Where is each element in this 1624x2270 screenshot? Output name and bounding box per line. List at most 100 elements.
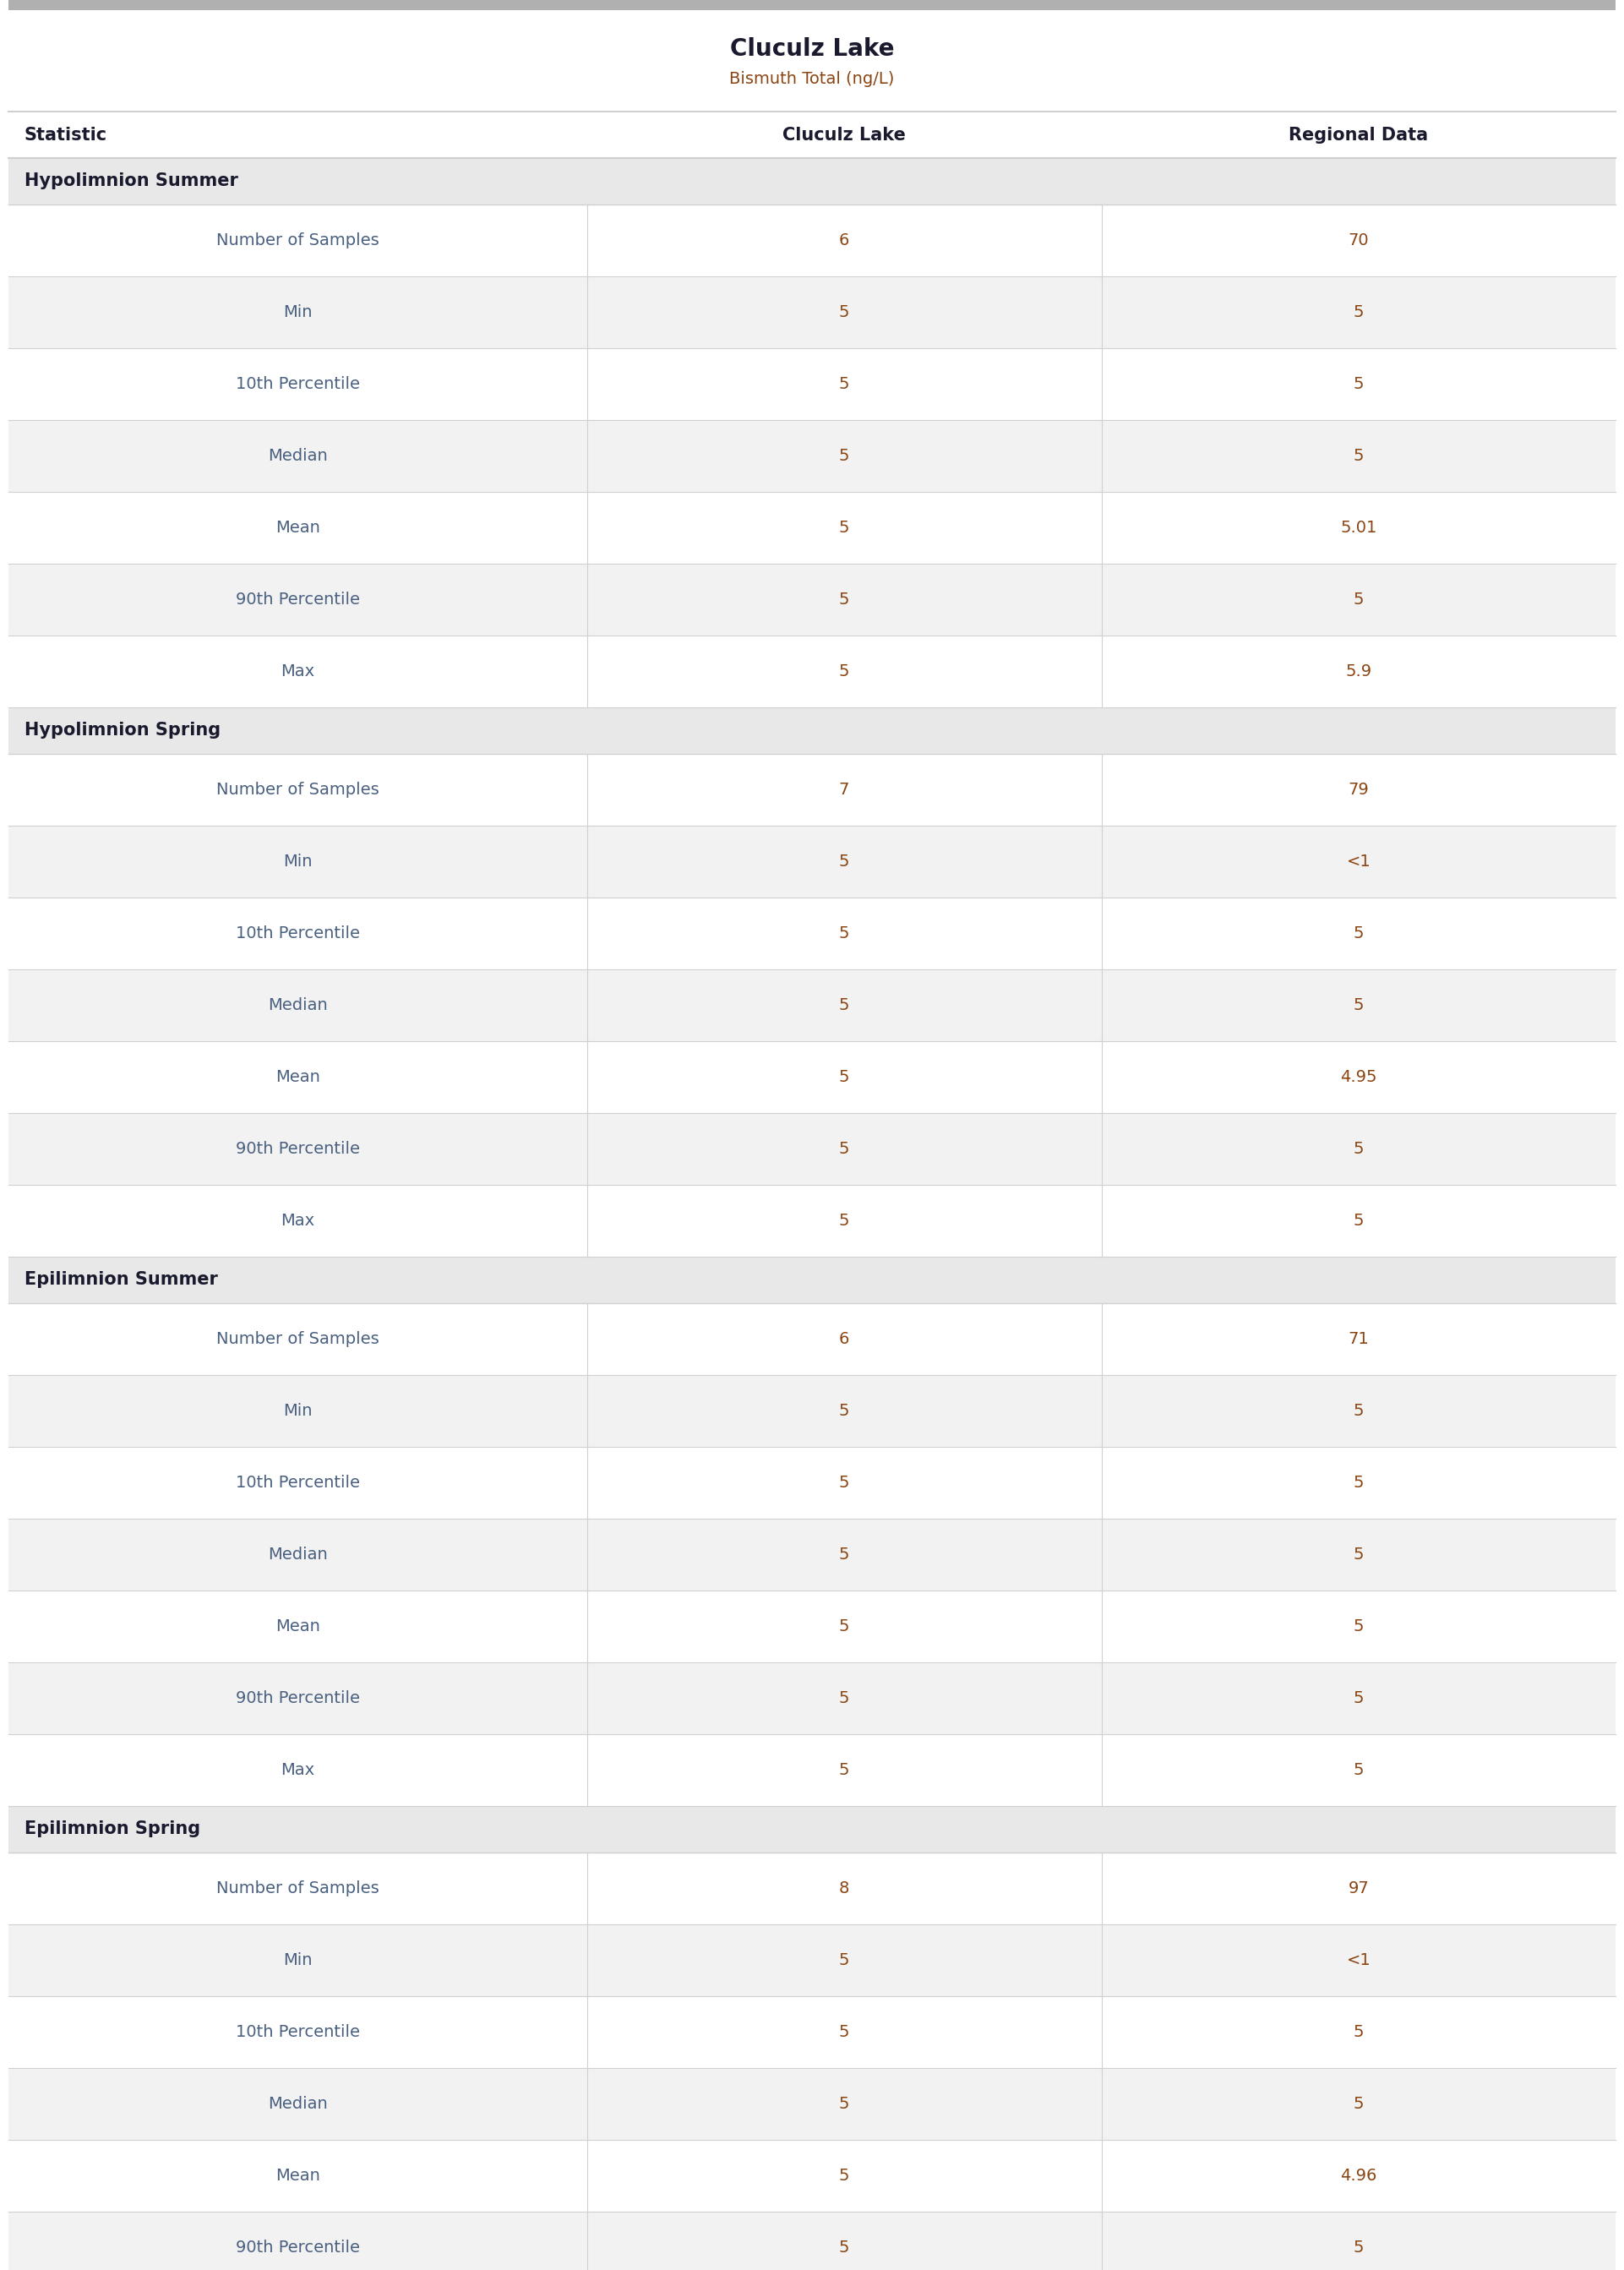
Text: 6: 6 bbox=[840, 1330, 849, 1346]
FancyBboxPatch shape bbox=[8, 111, 1616, 159]
Text: 5: 5 bbox=[840, 304, 849, 320]
Text: 5: 5 bbox=[1353, 1403, 1364, 1419]
Text: 5: 5 bbox=[1353, 447, 1364, 463]
Text: 5: 5 bbox=[840, 1142, 849, 1158]
Text: 5: 5 bbox=[840, 2095, 849, 2111]
FancyBboxPatch shape bbox=[8, 1258, 1616, 1303]
Text: 10th Percentile: 10th Percentile bbox=[235, 377, 359, 393]
Text: Max: Max bbox=[281, 1212, 315, 1228]
Text: 5: 5 bbox=[1353, 1476, 1364, 1491]
FancyBboxPatch shape bbox=[8, 2211, 1616, 2270]
Text: Epilimnion Summer: Epilimnion Summer bbox=[24, 1271, 218, 1289]
Text: Regional Data: Regional Data bbox=[1289, 127, 1429, 143]
FancyBboxPatch shape bbox=[8, 1185, 1616, 1258]
Text: 5: 5 bbox=[840, 1691, 849, 1707]
Text: 5: 5 bbox=[840, 1762, 849, 1777]
Text: 5: 5 bbox=[1353, 377, 1364, 393]
Text: 8: 8 bbox=[840, 1880, 849, 1895]
FancyBboxPatch shape bbox=[8, 754, 1616, 826]
Text: 90th Percentile: 90th Percentile bbox=[235, 592, 359, 608]
Text: Number of Samples: Number of Samples bbox=[216, 1880, 378, 1895]
Text: 5: 5 bbox=[840, 1619, 849, 1634]
Text: 5: 5 bbox=[840, 447, 849, 463]
FancyBboxPatch shape bbox=[8, 2141, 1616, 2211]
Text: Max: Max bbox=[281, 663, 315, 679]
Text: 71: 71 bbox=[1348, 1330, 1369, 1346]
FancyBboxPatch shape bbox=[8, 2068, 1616, 2141]
FancyBboxPatch shape bbox=[8, 1591, 1616, 1662]
Text: Statistic: Statistic bbox=[24, 127, 107, 143]
Text: 5: 5 bbox=[1353, 1762, 1364, 1777]
Text: 5: 5 bbox=[840, 854, 849, 869]
FancyBboxPatch shape bbox=[8, 563, 1616, 636]
Text: 5: 5 bbox=[840, 1546, 849, 1562]
FancyBboxPatch shape bbox=[8, 1662, 1616, 1734]
Text: 5: 5 bbox=[840, 1952, 849, 1968]
Text: 5: 5 bbox=[840, 663, 849, 679]
FancyBboxPatch shape bbox=[8, 1112, 1616, 1185]
Text: 5: 5 bbox=[1353, 2025, 1364, 2041]
Text: 5: 5 bbox=[1353, 2095, 1364, 2111]
Text: Mean: Mean bbox=[274, 520, 320, 536]
Text: 5: 5 bbox=[840, 2168, 849, 2184]
Text: Number of Samples: Number of Samples bbox=[216, 781, 378, 797]
Text: 5: 5 bbox=[1353, 1546, 1364, 1562]
FancyBboxPatch shape bbox=[8, 159, 1616, 204]
Text: Median: Median bbox=[268, 447, 328, 463]
Text: Mean: Mean bbox=[274, 1069, 320, 1085]
Text: <1: <1 bbox=[1346, 1952, 1371, 1968]
Text: Min: Min bbox=[283, 1952, 312, 1968]
FancyBboxPatch shape bbox=[8, 347, 1616, 420]
Text: 5: 5 bbox=[840, 2240, 849, 2256]
Text: 5: 5 bbox=[840, 1403, 849, 1419]
Text: 5: 5 bbox=[1353, 1212, 1364, 1228]
Text: Median: Median bbox=[268, 1546, 328, 1562]
Text: 5: 5 bbox=[840, 997, 849, 1012]
FancyBboxPatch shape bbox=[8, 1303, 1616, 1376]
Text: 5: 5 bbox=[840, 2025, 849, 2041]
FancyBboxPatch shape bbox=[8, 204, 1616, 277]
Text: 5: 5 bbox=[1353, 592, 1364, 608]
Text: Hypolimnion Summer: Hypolimnion Summer bbox=[24, 173, 239, 191]
Text: 5: 5 bbox=[1353, 2240, 1364, 2256]
Text: Median: Median bbox=[268, 997, 328, 1012]
Text: Hypolimnion Spring: Hypolimnion Spring bbox=[24, 722, 221, 740]
Text: Min: Min bbox=[283, 304, 312, 320]
Text: Min: Min bbox=[283, 854, 312, 869]
Text: 5: 5 bbox=[840, 520, 849, 536]
Text: 10th Percentile: 10th Percentile bbox=[235, 926, 359, 942]
Text: 90th Percentile: 90th Percentile bbox=[235, 1691, 359, 1707]
Text: 6: 6 bbox=[840, 232, 849, 247]
FancyBboxPatch shape bbox=[8, 708, 1616, 754]
Text: 5: 5 bbox=[1353, 1619, 1364, 1634]
Text: 79: 79 bbox=[1348, 781, 1369, 797]
Text: 5: 5 bbox=[840, 592, 849, 608]
Text: Mean: Mean bbox=[274, 1619, 320, 1634]
FancyBboxPatch shape bbox=[8, 277, 1616, 347]
Text: Median: Median bbox=[268, 2095, 328, 2111]
Text: 5: 5 bbox=[1353, 926, 1364, 942]
FancyBboxPatch shape bbox=[8, 1042, 1616, 1112]
FancyBboxPatch shape bbox=[8, 420, 1616, 493]
Text: 90th Percentile: 90th Percentile bbox=[235, 1142, 359, 1158]
Text: <1: <1 bbox=[1346, 854, 1371, 869]
Text: 5: 5 bbox=[840, 926, 849, 942]
FancyBboxPatch shape bbox=[8, 493, 1616, 563]
FancyBboxPatch shape bbox=[8, 1995, 1616, 2068]
FancyBboxPatch shape bbox=[8, 826, 1616, 897]
Text: Cluculz Lake: Cluculz Lake bbox=[783, 127, 906, 143]
Text: Min: Min bbox=[283, 1403, 312, 1419]
Text: 90th Percentile: 90th Percentile bbox=[235, 2240, 359, 2256]
FancyBboxPatch shape bbox=[8, 636, 1616, 708]
FancyBboxPatch shape bbox=[8, 1734, 1616, 1807]
FancyBboxPatch shape bbox=[8, 1519, 1616, 1591]
FancyBboxPatch shape bbox=[8, 9, 1616, 111]
Text: 5: 5 bbox=[840, 1476, 849, 1491]
Text: Number of Samples: Number of Samples bbox=[216, 232, 378, 247]
Text: 4.95: 4.95 bbox=[1340, 1069, 1377, 1085]
Text: Mean: Mean bbox=[274, 2168, 320, 2184]
Text: 10th Percentile: 10th Percentile bbox=[235, 1476, 359, 1491]
Text: 4.96: 4.96 bbox=[1340, 2168, 1377, 2184]
Text: Epilimnion Spring: Epilimnion Spring bbox=[24, 1821, 200, 1839]
Text: 5: 5 bbox=[1353, 1691, 1364, 1707]
